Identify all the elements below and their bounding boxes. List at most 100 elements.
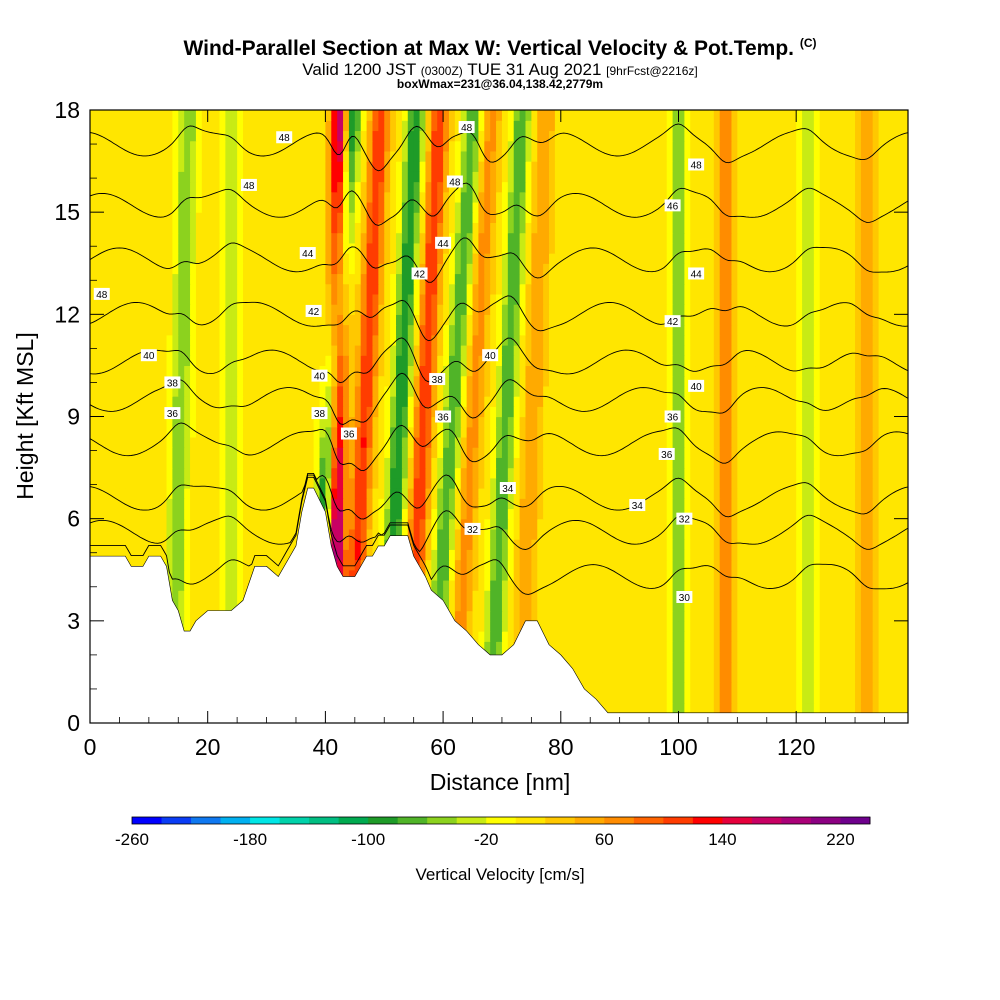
velocity-cell <box>507 447 515 458</box>
velocity-cell <box>307 477 315 489</box>
velocity-cell <box>902 590 908 601</box>
velocity-cell <box>390 467 397 479</box>
velocity-cell <box>372 406 379 418</box>
velocity-cell <box>337 559 344 571</box>
velocity-cell <box>531 488 538 499</box>
velocity-cell <box>448 498 456 510</box>
velocity-cell <box>454 569 462 581</box>
velocity-cell <box>148 549 156 561</box>
velocity-cell <box>666 355 674 367</box>
velocity-cell <box>278 436 285 448</box>
velocity-cell <box>654 518 662 530</box>
velocity-cell <box>802 477 809 489</box>
velocity-cell <box>172 355 179 367</box>
velocity-cell <box>584 539 591 550</box>
velocity-cell <box>860 559 868 571</box>
velocity-cell <box>637 600 644 612</box>
velocity-cell <box>719 661 727 673</box>
velocity-cell <box>707 539 715 550</box>
velocity-cell <box>490 559 497 571</box>
velocity-cell <box>702 651 709 663</box>
velocity-cell <box>231 498 238 510</box>
velocity-cell <box>478 620 485 632</box>
velocity-cell <box>107 396 115 407</box>
velocity-cell <box>813 702 821 714</box>
velocity-cell <box>219 426 226 438</box>
velocity-cell <box>825 508 833 520</box>
velocity-cell <box>372 355 379 367</box>
velocity-cell <box>855 365 862 377</box>
velocity-cell <box>754 631 762 642</box>
velocity-cell <box>490 385 497 397</box>
velocity-cell <box>837 620 844 632</box>
velocity-cell <box>443 518 450 530</box>
velocity-cell <box>237 467 244 479</box>
velocity-cell <box>654 549 662 561</box>
velocity-cell <box>543 355 550 367</box>
velocity-cell <box>884 559 891 571</box>
velocity-cell <box>725 498 733 510</box>
velocity-cell <box>172 528 179 540</box>
velocity-cell <box>696 692 703 704</box>
velocity-cell <box>613 426 621 438</box>
velocity-cell <box>743 671 750 683</box>
velocity-cell <box>578 477 585 489</box>
velocity-cell <box>802 375 809 387</box>
velocity-cell <box>749 671 756 683</box>
velocity-cell <box>631 682 638 693</box>
velocity-cell <box>631 508 638 520</box>
velocity-cell <box>578 385 585 397</box>
velocity-cell <box>366 385 374 397</box>
velocity-cell <box>802 600 809 612</box>
velocity-cell <box>113 488 121 499</box>
velocity-cell <box>407 396 415 407</box>
velocity-cell <box>902 447 908 458</box>
velocity-cell <box>702 528 709 540</box>
velocity-cell <box>207 498 215 510</box>
velocity-cell <box>154 549 162 561</box>
velocity-cell <box>213 590 221 601</box>
velocity-cell <box>507 365 515 377</box>
velocity-cell <box>195 365 203 377</box>
velocity-cell <box>843 631 850 642</box>
velocity-cell <box>519 467 527 479</box>
velocity-cell <box>731 375 738 387</box>
velocity-cell <box>607 488 615 499</box>
velocity-cell <box>790 436 797 448</box>
velocity-cell <box>607 477 615 489</box>
velocity-cell <box>584 641 591 653</box>
velocity-cell <box>325 365 332 377</box>
velocity-cell <box>902 498 908 510</box>
velocity-cell <box>225 559 232 571</box>
velocity-cell <box>137 528 144 540</box>
velocity-cell <box>678 702 685 714</box>
velocity-cell <box>125 375 132 387</box>
velocity-cell <box>601 631 609 642</box>
velocity-cell <box>466 355 474 367</box>
velocity-cell <box>572 416 580 428</box>
velocity-cell <box>613 498 621 510</box>
velocity-cell <box>166 396 173 407</box>
velocity-cell <box>337 436 344 448</box>
velocity-cell <box>702 436 709 448</box>
velocity-cell <box>666 467 674 479</box>
velocity-cell <box>490 508 497 520</box>
velocity-cell <box>666 651 674 663</box>
velocity-cell <box>454 375 462 387</box>
velocity-cell <box>125 416 132 428</box>
velocity-cell <box>607 539 615 550</box>
velocity-cell <box>578 641 585 653</box>
velocity-cell <box>690 702 697 714</box>
velocity-cell <box>725 528 733 540</box>
velocity-cell <box>631 692 638 704</box>
velocity-cell <box>855 488 862 499</box>
velocity-cell <box>437 447 444 458</box>
velocity-cell <box>142 375 150 387</box>
velocity-cell <box>401 518 409 530</box>
velocity-cell <box>878 692 886 704</box>
velocity-cell <box>719 508 727 520</box>
velocity-cell <box>584 385 591 397</box>
velocity-cell <box>507 559 515 571</box>
velocity-cell <box>531 559 538 571</box>
velocity-cell <box>625 416 633 428</box>
